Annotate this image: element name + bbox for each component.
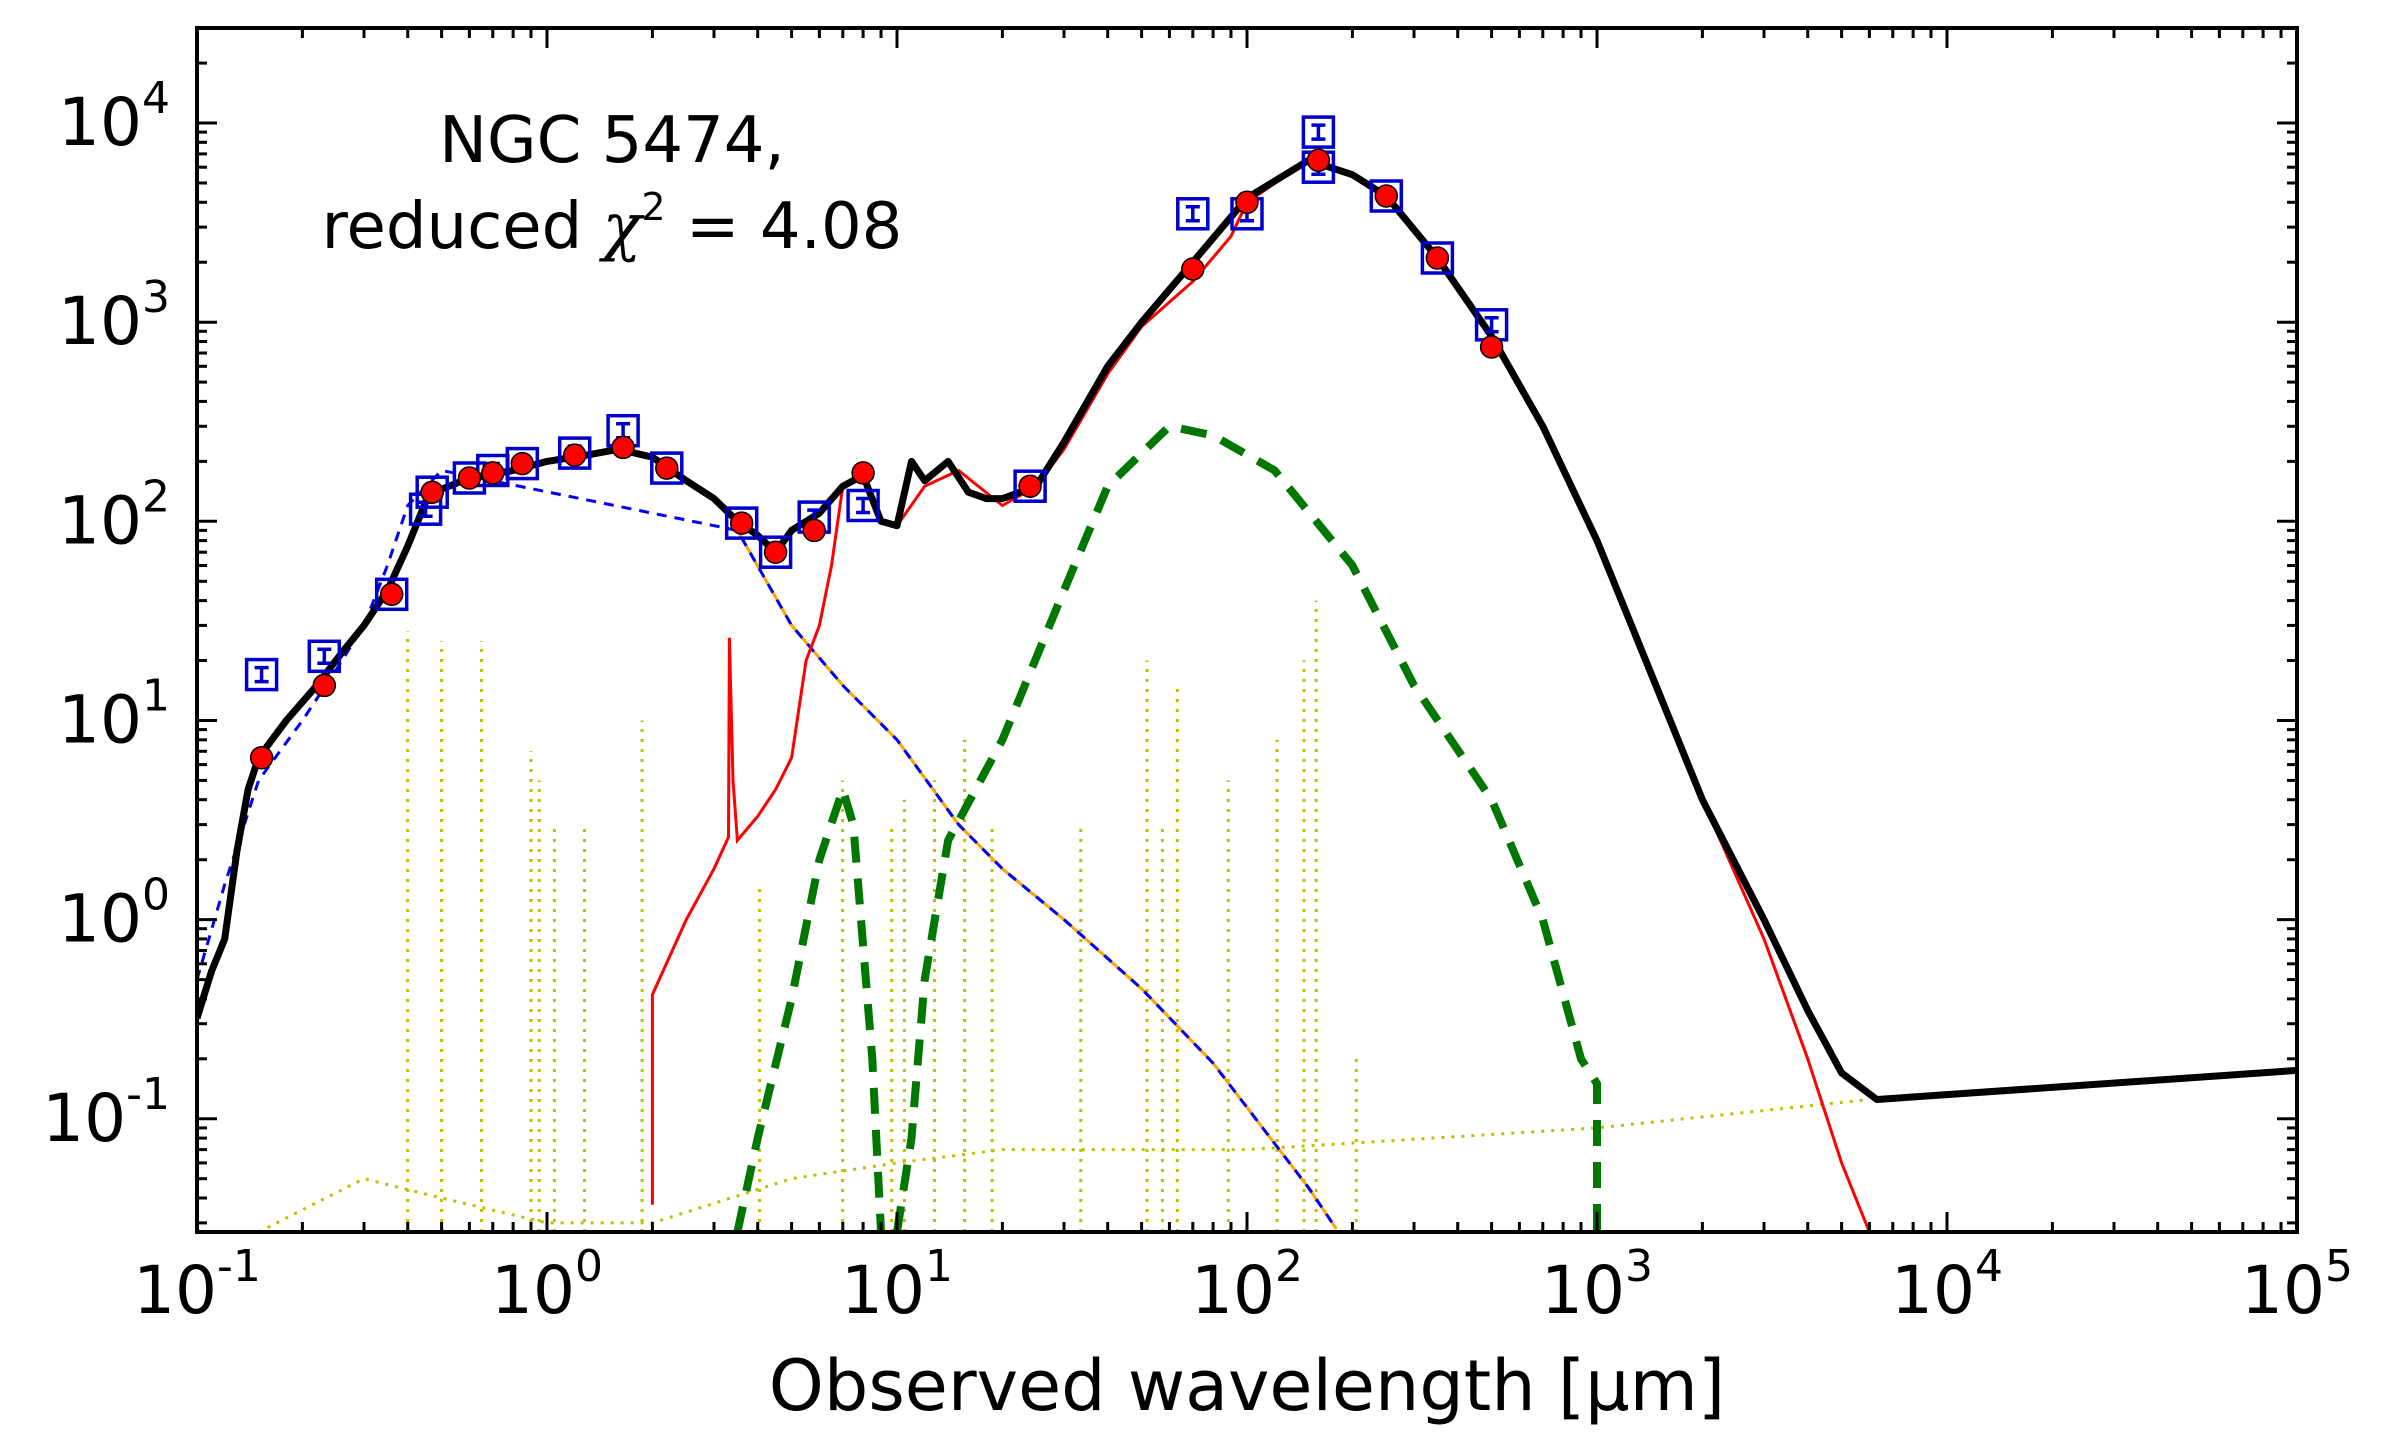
y-tick-label: 100 <box>58 870 170 958</box>
series-layer <box>197 156 2297 1232</box>
x-tick-label: 102 <box>1191 1241 1303 1329</box>
x-tick-labels: 10-1 100 101 102 103 104 105 <box>133 1241 2353 1329</box>
annotation-value: = 4.08 <box>666 190 903 264</box>
x-tick-label: 104 <box>1891 1241 2003 1329</box>
model-flux-point <box>1306 148 1331 173</box>
nebular-continuum-line <box>257 1098 1870 1232</box>
model-flux-point <box>1374 184 1399 208</box>
chi-symbol: χ <box>599 190 645 264</box>
annotation-line2: reduced χ2 = 4.08 <box>322 185 903 264</box>
marker-layer <box>244 115 1509 770</box>
y-tick-label: 10-1 <box>42 1069 170 1157</box>
cold-dust-component-line <box>893 421 1601 1232</box>
annotation-prefix: reduced <box>322 190 603 264</box>
observed-flux-point <box>244 657 279 692</box>
y-tick-label: 103 <box>58 272 170 360</box>
annotation-line1: NGC 5474, <box>439 104 785 178</box>
model-flux-point <box>1018 474 1042 498</box>
model-flux-point <box>802 518 826 543</box>
model-flux-point <box>420 480 444 504</box>
x-tick-label: 101 <box>841 1241 953 1329</box>
x-tick-label: 10-1 <box>133 1241 261 1329</box>
x-axis-title: Observed wavelength [μm] <box>769 1345 1725 1427</box>
model-flux-point <box>763 540 788 564</box>
model-flux-point <box>655 456 679 480</box>
observed-flux-point <box>846 488 880 523</box>
observed-flux-point <box>307 639 342 674</box>
model-flux-point <box>249 745 274 770</box>
model-flux-point <box>729 511 754 535</box>
observed-flux-point <box>1301 115 1336 149</box>
y-tick-labels: 10-1 100 101 102 103 104 <box>42 73 170 1157</box>
total-model-line <box>197 156 2297 1103</box>
model-flux-point <box>312 673 337 698</box>
tick-layer <box>195 26 2299 1232</box>
y-tick-label: 101 <box>58 671 170 759</box>
model-flux-point <box>1181 257 1205 281</box>
x-tick-label: 105 <box>2241 1241 2353 1329</box>
model-flux-point <box>1425 246 1450 270</box>
model-flux-point <box>379 582 404 607</box>
chi-exponent: 2 <box>641 185 665 229</box>
y-tick-label: 102 <box>58 471 170 559</box>
model-flux-point <box>562 443 587 467</box>
model-flux-point <box>510 451 535 476</box>
model-flux-point <box>481 461 505 485</box>
model-flux-point <box>611 435 635 460</box>
observed-flux-point <box>1176 197 1210 231</box>
model-flux-point <box>457 466 482 490</box>
model-flux-point <box>1235 190 1259 215</box>
x-tick-label: 103 <box>1541 1241 1653 1329</box>
warm-dust-component-line <box>733 776 885 1232</box>
y-tick-label: 104 <box>58 73 170 161</box>
model-flux-point <box>1479 335 1504 359</box>
model-flux-point <box>851 461 875 485</box>
x-tick-label: 100 <box>491 1241 603 1329</box>
